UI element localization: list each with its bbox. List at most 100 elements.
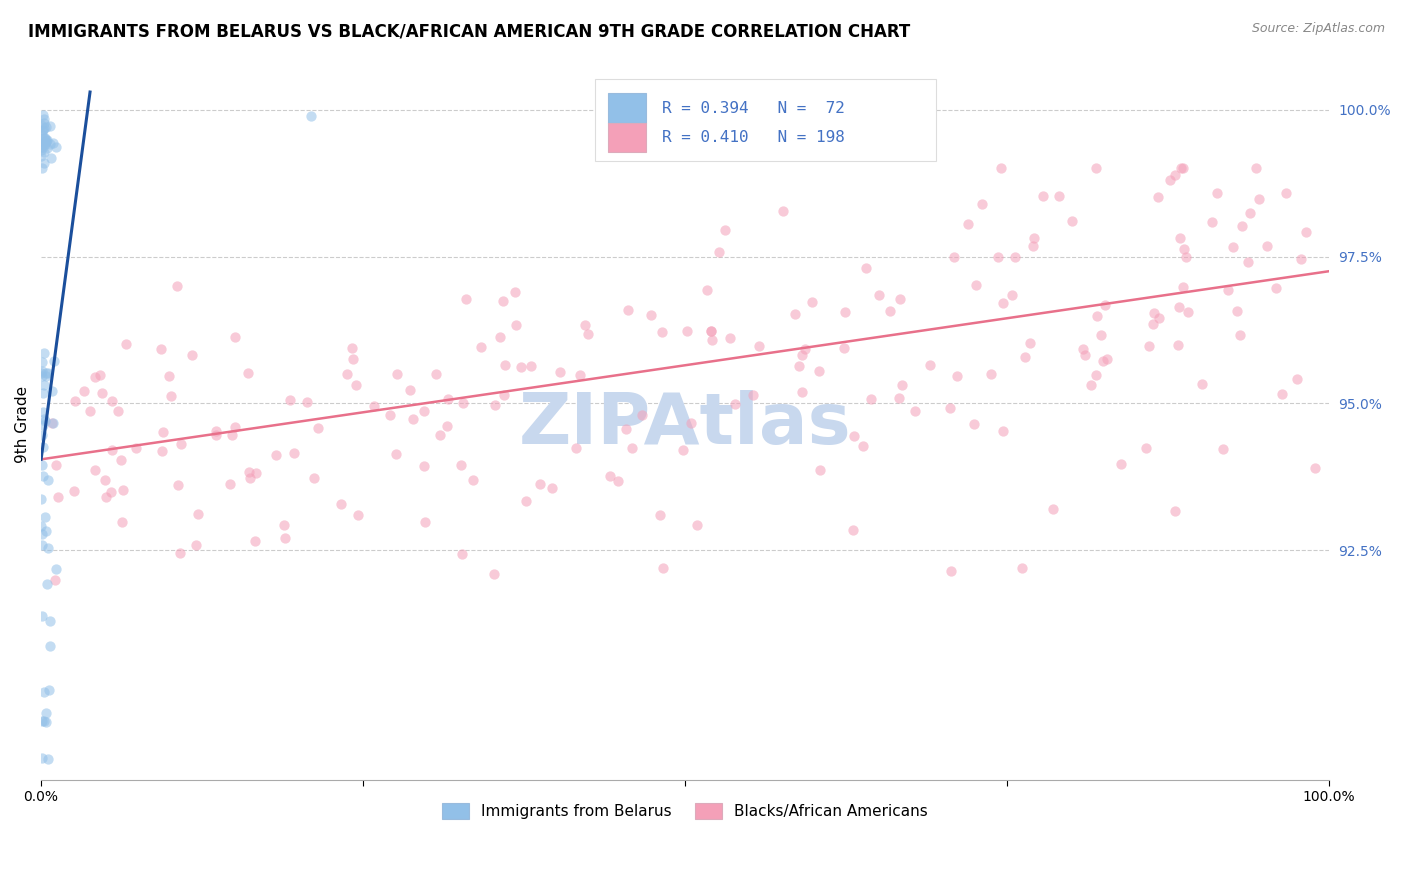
Point [599,469,621,483]
Point [1047,189,1070,203]
Point [1022,239,1045,253]
Point [1285,372,1308,386]
Point [31,751,53,765]
Point [1109,457,1132,471]
Point [32,156,55,170]
Point [1171,280,1194,294]
Point [1001,287,1024,301]
Point [1236,254,1258,268]
Point [790,384,813,399]
Point [187,507,209,521]
Point [946,369,969,384]
Point [34,135,56,149]
Point [832,341,855,355]
Point [32,123,55,137]
Point [607,474,630,488]
Point [39,136,62,151]
Point [31,538,53,552]
Point [45,458,67,472]
Point [1164,168,1187,182]
Point [34,130,56,145]
Point [1256,239,1278,253]
Point [640,308,662,322]
Point [852,439,875,453]
Point [1271,387,1294,401]
Point [648,508,671,522]
Point [301,109,323,123]
Point [1170,161,1192,176]
Point [699,324,721,338]
Point [980,368,1002,382]
Point [110,453,132,467]
Point [494,358,516,372]
Point [1191,377,1213,392]
Point [37,751,59,765]
Point [342,352,364,367]
Point [1014,350,1036,364]
Point [860,392,883,406]
Point [1168,230,1191,244]
Point [31,405,53,419]
Point [718,331,741,345]
Point [450,458,472,472]
Point [32,116,55,130]
Point [34,715,56,730]
Point [700,324,723,338]
Point [34,509,56,524]
Point [696,283,718,297]
Point [167,478,190,492]
Point [492,294,515,309]
Point [1274,186,1296,201]
Point [808,463,831,477]
Point [1143,305,1166,319]
Point [264,448,287,462]
Point [437,392,460,407]
Point [340,341,363,355]
Point [748,339,770,353]
Point [463,473,485,487]
Point [32,411,55,425]
Point [221,428,243,442]
Point [34,414,56,428]
Point [41,417,63,431]
Point [35,120,58,134]
Point [101,443,124,458]
Point [31,135,53,149]
Point [1175,250,1198,264]
Point [31,428,53,442]
Point [631,408,654,422]
Point [94,490,117,504]
Point [1216,283,1239,297]
Point [114,337,136,351]
Point [503,285,526,299]
Point [1167,338,1189,352]
Point [84,463,107,477]
Point [37,541,59,555]
Point [32,112,55,127]
Point [35,133,58,147]
Point [205,427,228,442]
FancyBboxPatch shape [607,122,647,153]
Point [160,389,183,403]
Point [1295,225,1317,239]
Point [1074,348,1097,362]
Point [45,140,67,154]
Point [39,119,62,133]
Text: R = 0.410   N = 198: R = 0.410 N = 198 [662,130,845,145]
Point [723,397,745,411]
Point [1085,161,1108,176]
Point [920,358,942,372]
Point [31,149,53,163]
Point [1303,461,1326,475]
Point [1173,242,1195,256]
Point [651,325,673,339]
Point [834,305,856,319]
Point [307,421,329,435]
Point [412,458,434,473]
Point [413,515,436,529]
Point [346,377,368,392]
Point [1042,501,1064,516]
Point [505,318,527,332]
Point [89,368,111,382]
Point [794,342,817,356]
